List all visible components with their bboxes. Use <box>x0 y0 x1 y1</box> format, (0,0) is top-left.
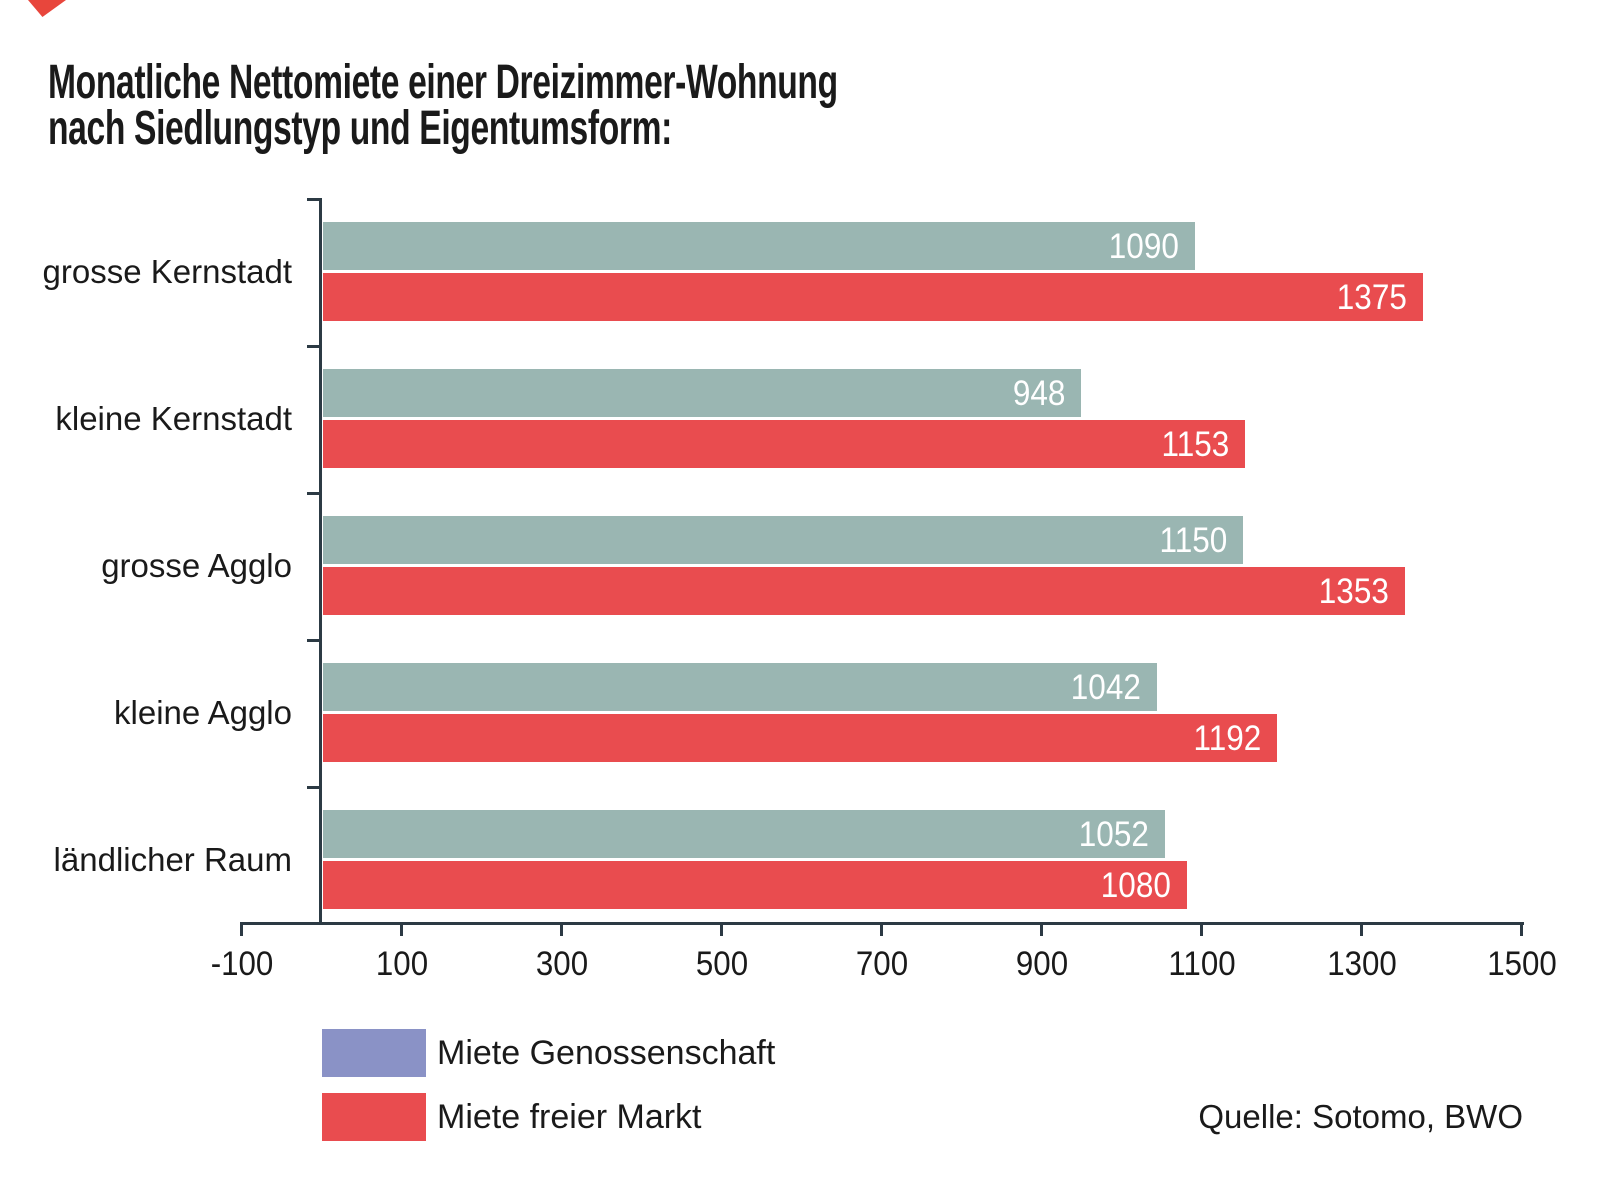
chart-title-line2: nach Siedlungstyp und Eigentumsform: <box>48 102 672 155</box>
x-tick-label: 1100 <box>1168 945 1236 983</box>
bar-value-label: 1042 <box>1070 668 1141 707</box>
x-tick-label: 1500 <box>1487 945 1557 983</box>
category-label: kleine Kernstadt <box>55 400 292 437</box>
bar-freier-markt: 1192 <box>323 714 1277 762</box>
legend-label-freier-markt: Miete freier Markt <box>437 1098 702 1136</box>
x-axis-tick <box>560 925 563 936</box>
x-tick-label: 900 <box>1015 945 1069 983</box>
bar-value-label: 1375 <box>1336 278 1407 317</box>
bar-genossenschaft: 948 <box>323 369 1081 417</box>
y-axis-tick <box>307 198 320 201</box>
chart-title: Monatliche Nettomiete einer Dreizimmer-W… <box>48 56 888 155</box>
bar-value-label: 1150 <box>1159 521 1227 560</box>
x-axis-tick <box>1200 925 1203 936</box>
bar-genossenschaft: 1090 <box>323 222 1195 270</box>
bar-freier-markt: 1153 <box>323 420 1245 468</box>
bar-value-label: 1052 <box>1078 815 1149 854</box>
bar-genossenschaft: 1052 <box>323 810 1165 858</box>
x-axis-line <box>240 922 1524 925</box>
bar-genossenschaft: 1150 <box>323 516 1243 564</box>
bar-value-label: 1153 <box>1161 425 1229 464</box>
y-axis-tick <box>307 492 320 495</box>
y-axis-tick <box>307 345 320 348</box>
y-axis-tick <box>307 639 320 642</box>
category-label: grosse Kernstadt <box>42 253 292 290</box>
bar-genossenschaft: 1042 <box>323 663 1157 711</box>
category-label: ländlicher Raum <box>53 841 292 878</box>
legend-label-genossenschaft: Miete Genossenschaft <box>437 1034 776 1072</box>
x-axis-tick <box>720 925 723 936</box>
red-triangle-logo <box>28 0 66 17</box>
x-tick-label: 300 <box>535 945 589 983</box>
y-axis-line <box>319 198 322 923</box>
x-tick-label: 100 <box>375 945 429 983</box>
bar-value-label: 948 <box>1012 374 1065 413</box>
x-axis-tick <box>400 925 403 936</box>
bar-value-label: 1192 <box>1193 719 1261 758</box>
x-axis-tick <box>880 925 883 936</box>
x-axis-tick <box>240 925 243 936</box>
x-axis-tick <box>1040 925 1043 936</box>
y-axis-tick <box>307 786 320 789</box>
category-label: grosse Agglo <box>101 547 292 584</box>
source-credit: Quelle: Sotomo, BWO <box>1198 1098 1523 1135</box>
bar-freier-markt: 1375 <box>323 273 1423 321</box>
bar-value-label: 1090 <box>1108 227 1179 266</box>
x-axis-tick <box>1360 925 1363 936</box>
x-tick-label: -100 <box>210 945 274 983</box>
chart-title-line1: Monatliche Nettomiete einer Dreizimmer-W… <box>48 56 838 109</box>
bar-freier-markt: 1080 <box>323 861 1187 909</box>
x-tick-label: 500 <box>695 945 749 983</box>
bar-freier-markt: 1353 <box>323 567 1405 615</box>
legend-swatch-freier-markt <box>322 1093 426 1141</box>
legend-swatch-genossenschaft <box>322 1029 426 1077</box>
bar-value-label: 1080 <box>1100 866 1171 905</box>
x-tick-label: 1300 <box>1327 945 1397 983</box>
category-label: kleine Agglo <box>114 694 292 731</box>
x-tick-label: 700 <box>855 945 909 983</box>
x-axis-tick <box>1520 925 1523 936</box>
bar-value-label: 1353 <box>1318 572 1389 611</box>
